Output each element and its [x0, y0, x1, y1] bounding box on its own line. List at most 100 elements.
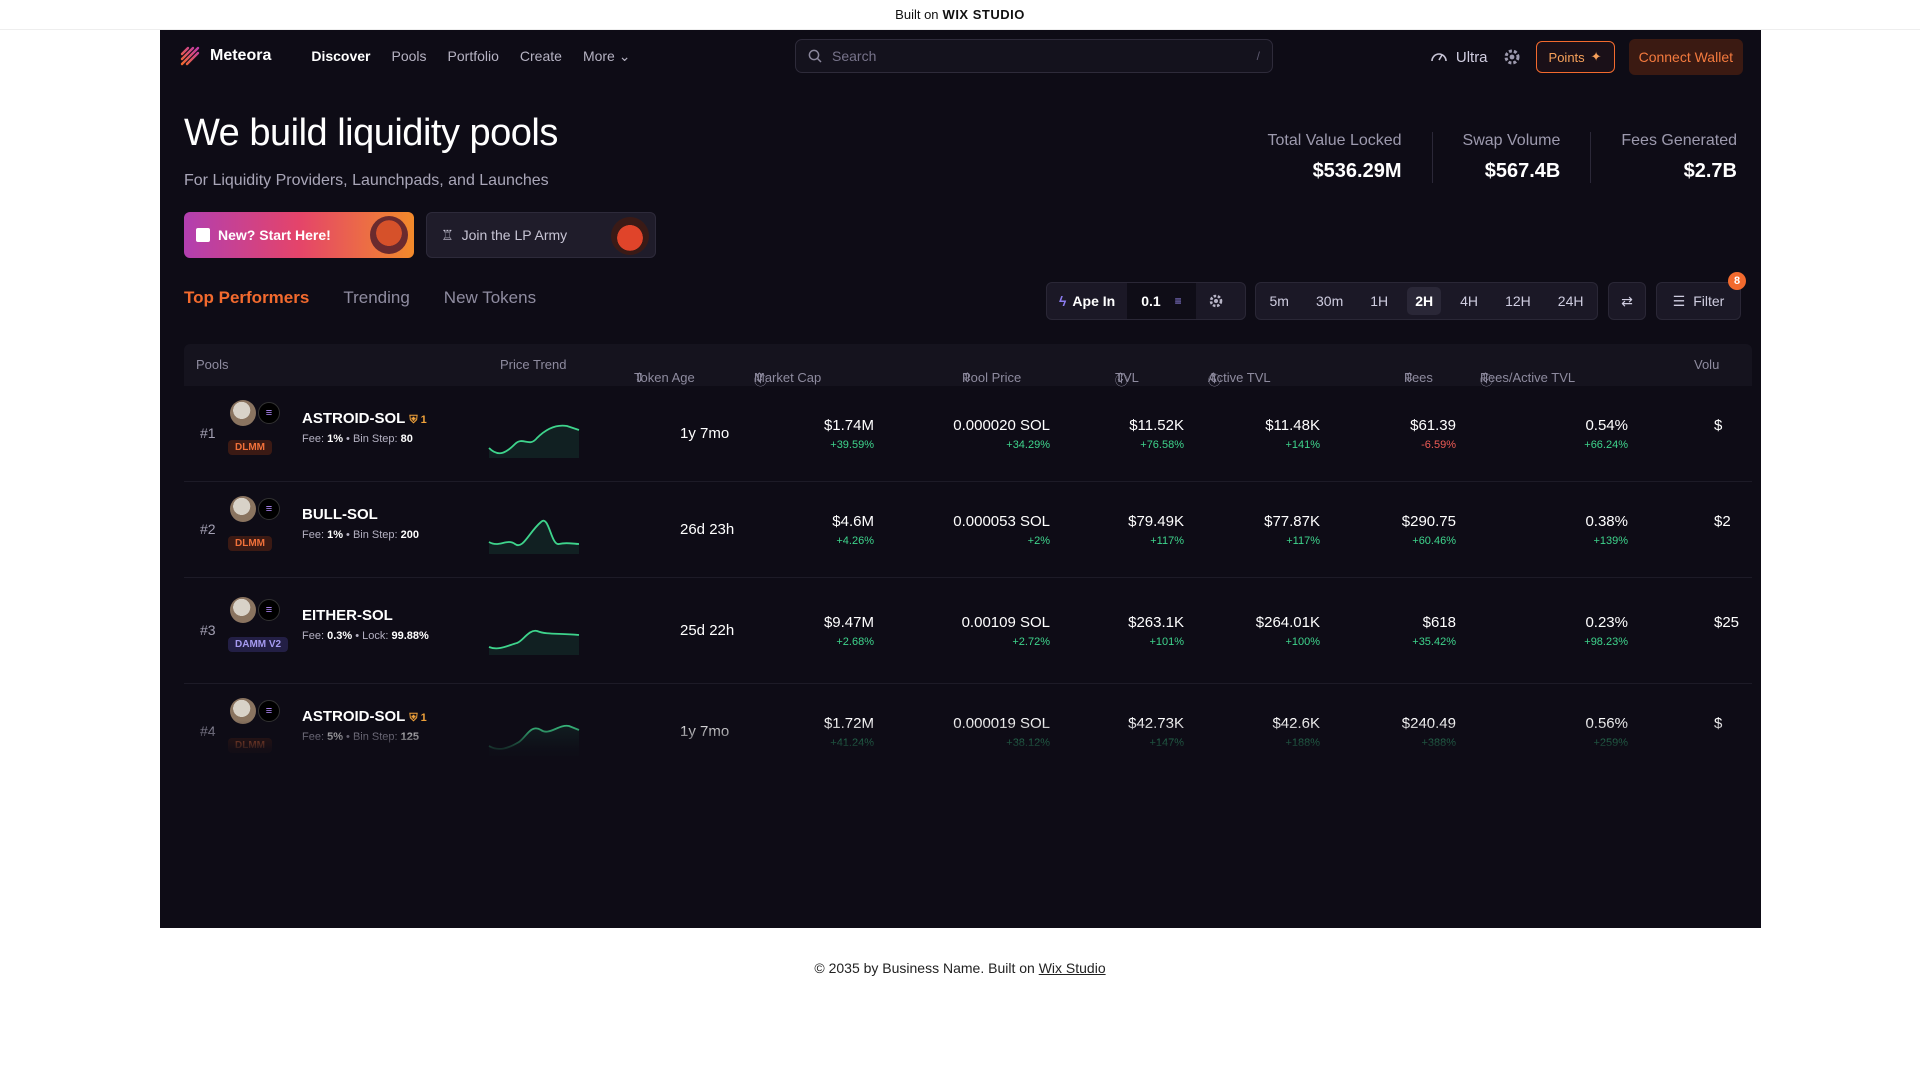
table-header: Pools Price Trend Token Age ⇕ Market Cap…: [184, 344, 1752, 388]
fees-active-tvl-change: +139%: [1593, 535, 1628, 547]
token-icon: [230, 496, 256, 522]
filter-count-badge: 8: [1728, 272, 1746, 290]
stats: Total Value Locked $536.29M Swap Volume …: [1238, 132, 1737, 183]
join-lp-army-button[interactable]: ♖ Join the LP Army: [426, 212, 656, 258]
col-label: Token Age: [634, 370, 695, 385]
shield-count: 1: [420, 712, 427, 724]
pool-price-value: 0.00109 SOL: [961, 614, 1050, 631]
col-price-trend: Price Trend: [500, 357, 567, 372]
stat-value: $2.7B: [1683, 160, 1737, 182]
fees-active-tvl-change: +66.24%: [1584, 439, 1628, 451]
nav-more[interactable]: More ⌄: [583, 48, 631, 65]
filter-icon: ☰: [1672, 292, 1686, 309]
stat-swap-volume: Swap Volume $567.4B: [1431, 132, 1591, 183]
table-row[interactable]: #2 ≡ DLMM BULL-SOL Fee: 1% • Bin Step: 200 …: [184, 482, 1752, 578]
active-tvl: $264.01K +100%: [1256, 614, 1320, 648]
pool-name[interactable]: ASTROID-SOL: [302, 410, 406, 427]
pool-name[interactable]: EITHER-SOL: [302, 607, 393, 624]
logo[interactable]: Meteora: [180, 46, 271, 66]
tab-trending[interactable]: Trending: [343, 288, 410, 307]
sort-toggle-button[interactable]: ⇄: [1608, 282, 1646, 320]
ultra-label: Ultra: [1455, 48, 1488, 66]
start-here-button[interactable]: New? Start Here!: [184, 212, 414, 258]
stat-label: Fees Generated: [1621, 132, 1737, 149]
market-cap-value: $9.47M: [823, 614, 874, 631]
pool-name[interactable]: BULL-SOL: [302, 506, 378, 523]
pool-type-badge: DAMM V2: [228, 637, 289, 652]
pool-price-value: 0.000053 SOL: [953, 513, 1050, 530]
info-icon: ⓘ: [754, 373, 768, 388]
meta-value: 80: [400, 433, 413, 445]
nav-portfolio[interactable]: Portfolio: [447, 47, 499, 64]
timeframe-30m[interactable]: 30m: [1316, 293, 1344, 309]
table-row[interactable]: #1 ≡ DLMM ASTROID-SOL ⛨ 1 Fee: 1% • Bin Step…: [184, 386, 1752, 482]
fee-label: Fee:: [302, 630, 325, 642]
timeframe-24h[interactable]: 24H: [1557, 293, 1584, 309]
search-bar[interactable]: /: [795, 39, 1273, 73]
table-row[interactable]: #3 ≡ DAMM V2 EITHER-SOL Fee: 0.3% • Lock: 9…: [184, 578, 1752, 684]
search-shortcut: /: [1256, 49, 1260, 63]
pool-meta: Fee: 1% • Bin Step: 200: [302, 529, 419, 541]
quote-token-icon: ≡: [258, 599, 280, 621]
timeframe-1h[interactable]: 1H: [1370, 293, 1389, 309]
nav-more-label: More: [582, 47, 615, 64]
info-icon: ⓘ: [1115, 373, 1129, 388]
nav-discover[interactable]: Discover: [311, 47, 371, 64]
wix-banner-brand[interactable]: WIX STUDIO: [942, 7, 1025, 22]
tab-new-tokens[interactable]: New Tokens: [443, 288, 537, 307]
fees-active-tvl: 0.23% +98.23%: [1584, 614, 1628, 648]
token-age: 26d 23h: [680, 521, 735, 538]
tvl: $11.52K +76.58%: [1129, 417, 1184, 451]
sort-icon: ⇕: [962, 370, 973, 385]
wix-banner-prefix: Built on: [895, 7, 939, 22]
footer-link[interactable]: Wix Studio: [1038, 960, 1106, 976]
nav-pools[interactable]: Pools: [391, 47, 427, 64]
sort-icon: ⇕: [1404, 370, 1415, 385]
timeframe-2h[interactable]: 2H: [1407, 287, 1442, 315]
army-mascot-icon: [611, 217, 649, 255]
table-toolbar: Top Performers Trending New Tokens ϟ Ape…: [160, 272, 1761, 334]
fees-change: +35.42%: [1412, 636, 1456, 648]
active-tvl-value: $77.87K: [1264, 513, 1320, 530]
stat-value: $536.29M: [1312, 160, 1402, 182]
ultra-toggle[interactable]: Ultra: [1430, 48, 1488, 66]
ape-in-label: Ape In: [1072, 293, 1116, 309]
pool-tabs: Top Performers Trending New Tokens: [184, 288, 536, 308]
price-trend-sparkline: [488, 519, 580, 554]
gear-icon[interactable]: [1502, 47, 1522, 67]
ape-amount-input[interactable]: 0.1 ≡: [1127, 283, 1196, 319]
tvl-change: +117%: [1150, 535, 1184, 547]
pool-price: 0.000020 SOL +34.29%: [953, 417, 1050, 451]
pool-type-badge: DLMM: [228, 440, 272, 455]
pool-info: ASTROID-SOL ⛨ 1 Fee: 1% • Bin Step: 80: [302, 410, 427, 445]
search-input[interactable]: [832, 48, 1247, 64]
quote-token-icon: ≡: [258, 700, 280, 722]
ape-in-button[interactable]: ϟ Ape In: [1047, 283, 1127, 319]
points-button[interactable]: Points ✦: [1535, 41, 1615, 73]
timeframe-5m[interactable]: 5m: [1269, 293, 1289, 309]
filter-button[interactable]: ☰ Filter: [1656, 282, 1741, 320]
fees-active-tvl-value: 0.38%: [1585, 513, 1628, 530]
meteora-logo-icon: [180, 46, 200, 66]
connect-wallet-button[interactable]: Connect Wallet: [1628, 39, 1743, 75]
timeframe-4h[interactable]: 4H: [1460, 293, 1479, 309]
search-icon: [808, 49, 822, 63]
fee-value: 0.3%: [327, 630, 353, 642]
col-label: Fees: [1404, 370, 1433, 385]
col-label: Pool Price: [962, 370, 1022, 385]
meta-label: • Bin Step:: [346, 529, 398, 541]
fees: $618 +35.42%: [1412, 614, 1456, 648]
nav-create[interactable]: Create: [519, 47, 562, 64]
ape-settings-button[interactable]: [1196, 283, 1236, 319]
volume: $25: [1714, 614, 1740, 631]
torch-icon: ♖: [441, 226, 454, 243]
timeframe-12h[interactable]: 12H: [1505, 293, 1531, 309]
pool-meta: Fee: 1% • Bin Step: 80: [302, 433, 427, 445]
active-tvl-value: $264.01K: [1255, 614, 1320, 631]
swap-arrows-icon: ⇄: [1621, 292, 1633, 309]
shield-count: 1: [420, 414, 427, 426]
volume: $: [1714, 417, 1723, 434]
chevron-down-icon: ⌄: [618, 47, 631, 64]
meta-value: 99.88%: [391, 630, 429, 642]
tab-top-performers[interactable]: Top Performers: [184, 288, 310, 307]
